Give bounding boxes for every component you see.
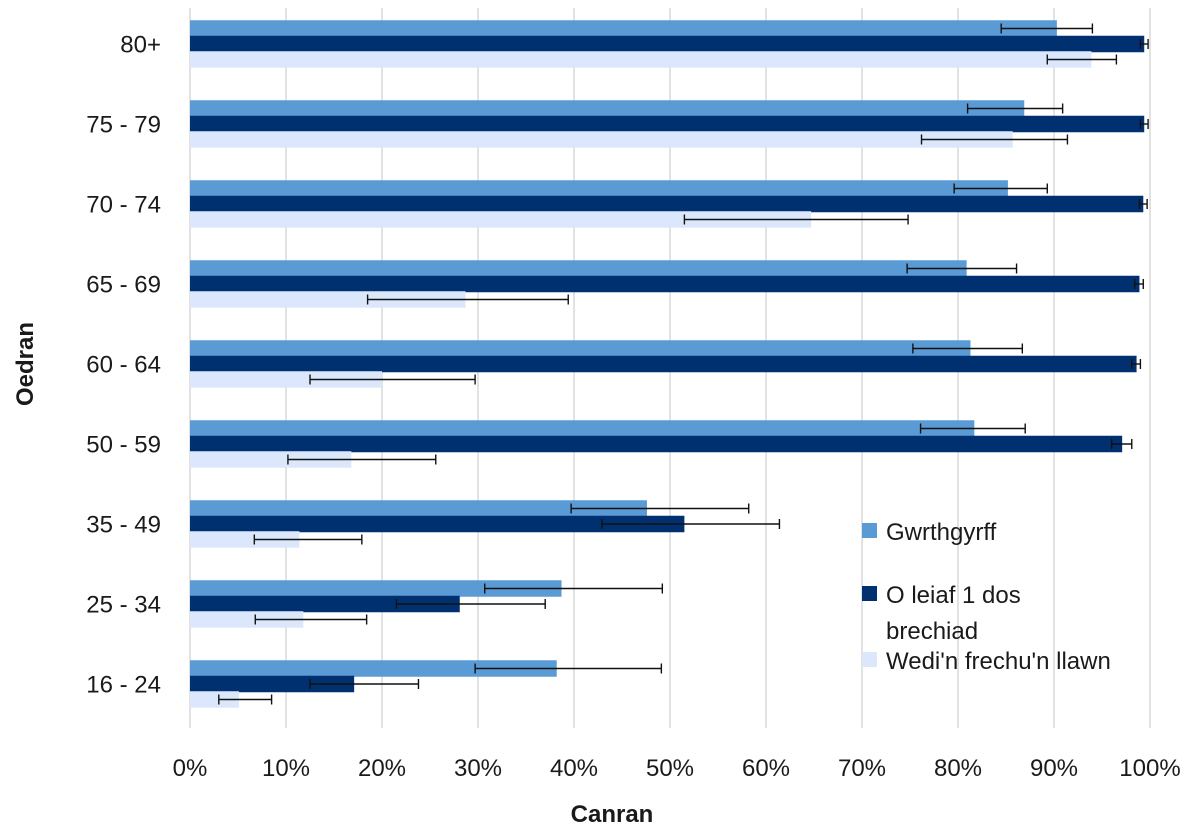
bar-1 — [190, 580, 562, 597]
x-tick-label: 60% — [742, 755, 790, 782]
y-tick-label: 60 - 64 — [86, 352, 161, 379]
x-tick-label: 40% — [550, 755, 598, 782]
y-tick-label: 80+ — [120, 32, 161, 59]
x-tick-label: 0% — [173, 755, 208, 782]
bar-3 — [190, 531, 300, 548]
bar-3 — [190, 371, 382, 388]
error-bar — [912, 343, 1024, 354]
error-bar — [287, 454, 437, 465]
bar-2 — [190, 35, 1145, 53]
bar-3 — [190, 51, 1092, 68]
y-tick-label: 50 - 59 — [86, 432, 161, 459]
error-bar — [1000, 23, 1094, 34]
bar-2 — [190, 595, 460, 613]
bar-3 — [190, 611, 304, 628]
bar-2 — [190, 195, 1144, 213]
bar-2 — [190, 355, 1137, 373]
y-tick-label: 75 - 79 — [86, 112, 161, 139]
error-bar — [1138, 199, 1148, 209]
legend: Gwrthgyrff O leiaf 1 dos brechiad Wedi'n fr… — [862, 519, 1111, 675]
bar-1 — [190, 260, 967, 277]
error-bar — [253, 534, 363, 545]
bar-1 — [190, 180, 1008, 197]
bar-3 — [190, 131, 1013, 148]
y-tick-label: 16 - 24 — [86, 672, 161, 699]
bar-1 — [190, 660, 557, 677]
error-bar — [1139, 119, 1149, 129]
legend-label: Wedi'n frechu'n llawn — [886, 648, 1111, 675]
x-tick-label: 50% — [646, 755, 694, 782]
bar-3 — [190, 291, 466, 308]
x-tick-label: 80% — [934, 755, 982, 782]
error-bar — [309, 679, 420, 689]
x-tick-label: 30% — [454, 755, 502, 782]
error-bar — [570, 503, 750, 514]
x-tick-label: 70% — [838, 755, 886, 782]
bars — [190, 20, 1145, 708]
error-bar — [953, 183, 1048, 194]
y-tick-label: 35 - 49 — [86, 512, 161, 539]
error-bar — [1110, 439, 1133, 449]
legend-swatch — [862, 652, 877, 667]
bar-2 — [190, 275, 1140, 293]
bar-3 — [190, 211, 812, 228]
y-axis-ticks: 80+ 75 - 79 70 - 74 65 - 69 60 - 64 50 - 59 35… — [86, 32, 161, 699]
error-bar — [395, 599, 546, 609]
error-bar — [919, 423, 1026, 434]
legend-swatch — [862, 523, 877, 538]
bar-2 — [190, 515, 685, 533]
bar-2 — [190, 115, 1145, 133]
x-tick-label: 90% — [1030, 755, 1078, 782]
legend-label: Gwrthgyrff — [886, 519, 997, 546]
x-tick-label: 100% — [1119, 755, 1180, 782]
bar-1 — [190, 340, 971, 357]
error-bars — [218, 23, 1149, 705]
bar-3 — [190, 451, 352, 468]
error-bar — [366, 294, 569, 305]
error-bar — [1131, 359, 1142, 369]
y-axis-title: Oedran — [12, 322, 39, 406]
bar-2 — [190, 675, 355, 693]
x-tick-label: 10% — [262, 755, 310, 782]
x-tick-label: 20% — [358, 755, 406, 782]
bar-3 — [190, 691, 239, 708]
error-bar — [1046, 54, 1118, 65]
bar-1 — [190, 500, 647, 517]
legend-label: brechiad — [886, 618, 978, 645]
error-bar — [474, 663, 663, 674]
error-bar — [1139, 39, 1149, 49]
y-tick-label: 65 - 69 — [86, 272, 161, 299]
error-bar — [218, 694, 273, 705]
bar-1 — [190, 20, 1057, 37]
error-bar — [601, 519, 781, 529]
bar-1 — [190, 100, 1025, 117]
bar-1 — [190, 420, 975, 437]
y-tick-label: 25 - 34 — [86, 592, 161, 619]
legend-label: O leiaf 1 dos — [886, 582, 1021, 609]
error-bar — [966, 103, 1064, 114]
error-bar — [920, 134, 1069, 145]
error-bar — [484, 583, 664, 594]
legend-swatch — [862, 586, 877, 601]
error-bar — [906, 263, 1018, 274]
bar-2 — [190, 435, 1123, 453]
x-axis-title: Canran — [571, 801, 654, 828]
error-bar — [254, 614, 368, 625]
x-axis-ticks: 0% 10% 20% 30% 40% 50% 60% 70% 80% 90% 100% — [173, 755, 1181, 782]
error-bar — [683, 214, 909, 225]
y-tick-label: 70 - 74 — [86, 192, 161, 219]
error-bar — [1133, 279, 1144, 289]
error-bar — [309, 374, 476, 385]
